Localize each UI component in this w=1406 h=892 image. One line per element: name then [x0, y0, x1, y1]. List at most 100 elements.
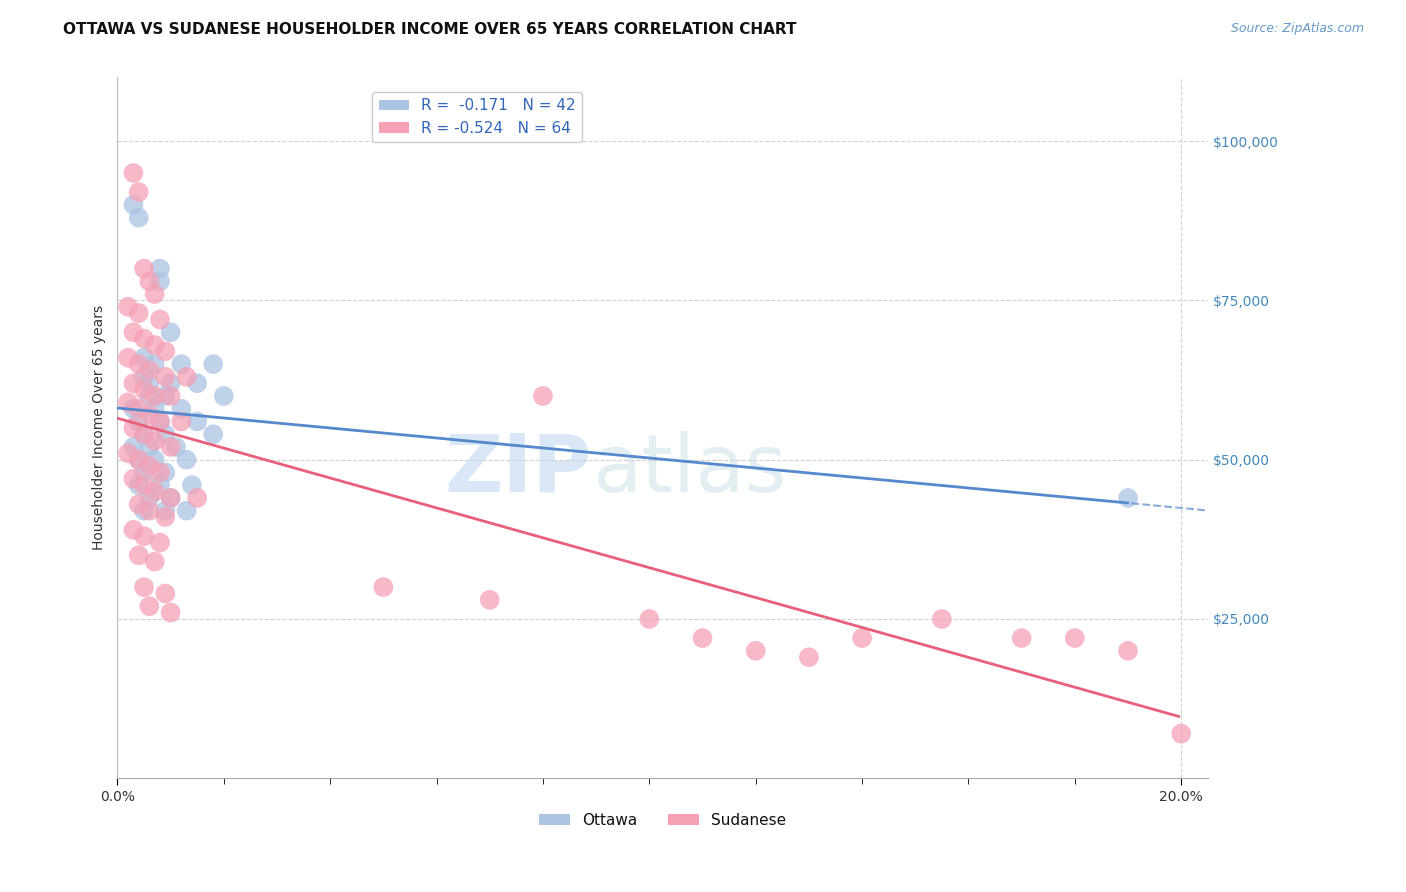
Point [531, 389, 554, 403]
Point [186, 376, 208, 391]
Point [202, 357, 225, 371]
Point [155, 586, 177, 600]
Legend: Ottawa, Sudanese: Ottawa, Sudanese [533, 806, 792, 834]
Point [202, 427, 225, 442]
Point [931, 612, 953, 626]
Point [143, 338, 166, 352]
Point [159, 606, 181, 620]
Point [212, 389, 235, 403]
Point [132, 427, 155, 442]
Point [149, 414, 172, 428]
Point [132, 478, 155, 492]
Point [138, 458, 160, 473]
Point [132, 427, 155, 442]
Point [128, 548, 150, 562]
Point [128, 185, 150, 199]
Point [143, 287, 166, 301]
Point [117, 351, 139, 365]
Point [128, 452, 150, 467]
Point [143, 484, 166, 499]
Point [1116, 644, 1139, 658]
Point [138, 408, 160, 422]
Point [138, 440, 160, 454]
Text: OTTAWA VS SUDANESE HOUSEHOLDER INCOME OVER 65 YEARS CORRELATION CHART: OTTAWA VS SUDANESE HOUSEHOLDER INCOME OV… [63, 22, 797, 37]
Point [143, 452, 166, 467]
Point [149, 478, 172, 492]
Y-axis label: Householder Income Over 65 years: Householder Income Over 65 years [93, 305, 107, 550]
Point [1116, 491, 1139, 505]
Point [159, 376, 181, 391]
Point [744, 644, 766, 658]
Point [132, 369, 155, 384]
Point [851, 631, 873, 645]
Point [138, 363, 160, 377]
Point [122, 401, 145, 416]
Point [155, 503, 177, 517]
Point [159, 491, 181, 505]
Point [132, 529, 155, 543]
Point [122, 326, 145, 340]
Point [128, 211, 150, 225]
Point [122, 440, 145, 454]
Point [138, 503, 160, 517]
Point [128, 357, 150, 371]
Point [159, 491, 181, 505]
Point [155, 369, 177, 384]
Point [638, 612, 661, 626]
Text: atlas: atlas [592, 431, 786, 508]
Point [122, 166, 145, 180]
Point [159, 389, 181, 403]
Point [186, 414, 208, 428]
Point [149, 535, 172, 549]
Point [132, 580, 155, 594]
Point [138, 274, 160, 288]
Point [176, 452, 198, 467]
Point [149, 261, 172, 276]
Text: ZIP: ZIP [444, 431, 592, 508]
Point [117, 446, 139, 460]
Point [1170, 726, 1192, 740]
Text: Source: ZipAtlas.com: Source: ZipAtlas.com [1230, 22, 1364, 36]
Point [132, 383, 155, 397]
Point [155, 344, 177, 359]
Point [128, 497, 150, 511]
Point [165, 440, 187, 454]
Point [132, 332, 155, 346]
Point [149, 274, 172, 288]
Point [132, 261, 155, 276]
Point [128, 478, 150, 492]
Point [128, 452, 150, 467]
Point [117, 300, 139, 314]
Point [159, 326, 181, 340]
Point [128, 414, 150, 428]
Point [373, 580, 395, 594]
Point [143, 401, 166, 416]
Point [180, 478, 202, 492]
Point [122, 376, 145, 391]
Point [478, 592, 501, 607]
Point [132, 466, 155, 480]
Point [138, 491, 160, 505]
Point [159, 440, 181, 454]
Point [170, 401, 193, 416]
Point [149, 312, 172, 326]
Point [132, 503, 155, 517]
Point [143, 434, 166, 448]
Point [155, 427, 177, 442]
Point [138, 599, 160, 614]
Point [149, 414, 172, 428]
Point [132, 351, 155, 365]
Point [1011, 631, 1033, 645]
Point [122, 472, 145, 486]
Point [176, 369, 198, 384]
Point [149, 466, 172, 480]
Point [155, 466, 177, 480]
Point [122, 198, 145, 212]
Point [155, 389, 177, 403]
Point [143, 357, 166, 371]
Point [143, 389, 166, 403]
Point [1063, 631, 1085, 645]
Point [138, 389, 160, 403]
Point [176, 503, 198, 517]
Point [117, 395, 139, 409]
